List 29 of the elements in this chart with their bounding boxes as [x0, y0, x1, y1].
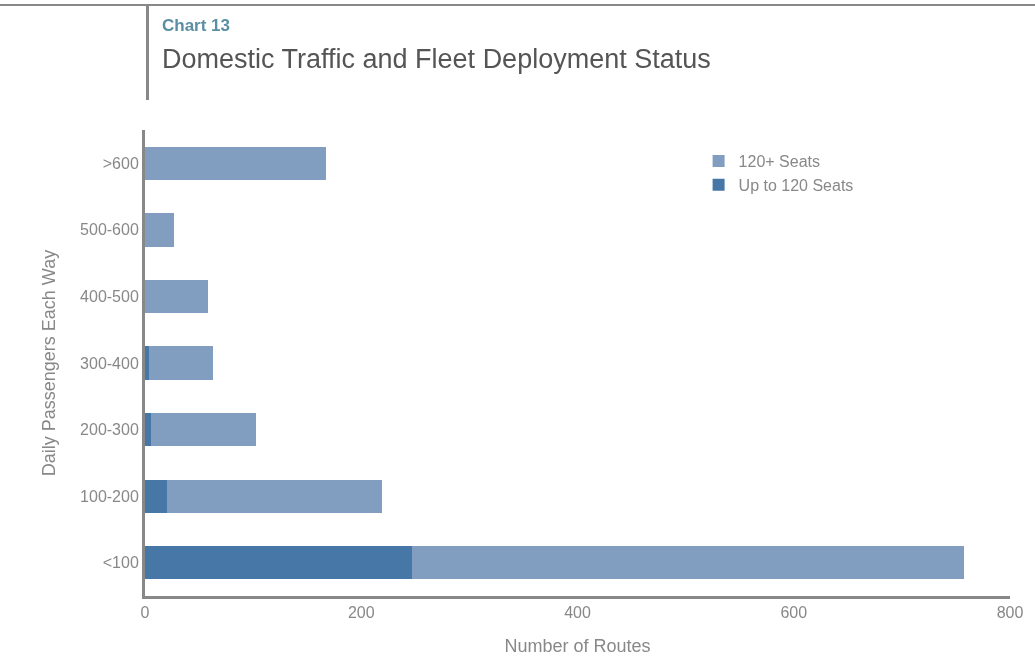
y-tick-label: 300-400 — [80, 354, 139, 372]
y-tick-label: 500-600 — [80, 221, 139, 239]
y-axis-title: Daily Passengers Each Way — [39, 249, 60, 477]
bar — [166, 479, 382, 513]
bar — [145, 479, 167, 513]
legend-label: Up to 120 Seats — [738, 176, 854, 194]
bar — [145, 279, 208, 314]
bar — [412, 546, 964, 580]
chart-title: Domestic Traffic and Fleet Deployment Status — [162, 44, 711, 75]
legend-label: 120+ Seats — [738, 153, 821, 171]
x-tick-label: 600 — [780, 604, 808, 622]
bar — [149, 346, 214, 380]
chart-subtitle: Chart 13 — [162, 16, 231, 36]
y-tick-label: 100-200 — [80, 487, 139, 505]
bar — [145, 146, 326, 180]
bar — [145, 412, 152, 447]
y-tick-label: >600 — [102, 154, 139, 172]
bar — [151, 412, 257, 447]
x-tick-label: 400 — [564, 604, 591, 622]
y-tick-label: <100 — [102, 554, 139, 572]
y-tick-label: 400-500 — [80, 288, 139, 306]
bar — [145, 213, 175, 247]
x-tick-label: 200 — [347, 604, 375, 622]
x-tick-label: 0 — [140, 604, 150, 622]
y-tick-label: 200-300 — [80, 421, 139, 439]
x-tick-label: 800 — [996, 604, 1024, 622]
x-axis-title: Number of Routes — [504, 636, 651, 657]
bar — [145, 546, 413, 580]
bar — [145, 346, 150, 380]
